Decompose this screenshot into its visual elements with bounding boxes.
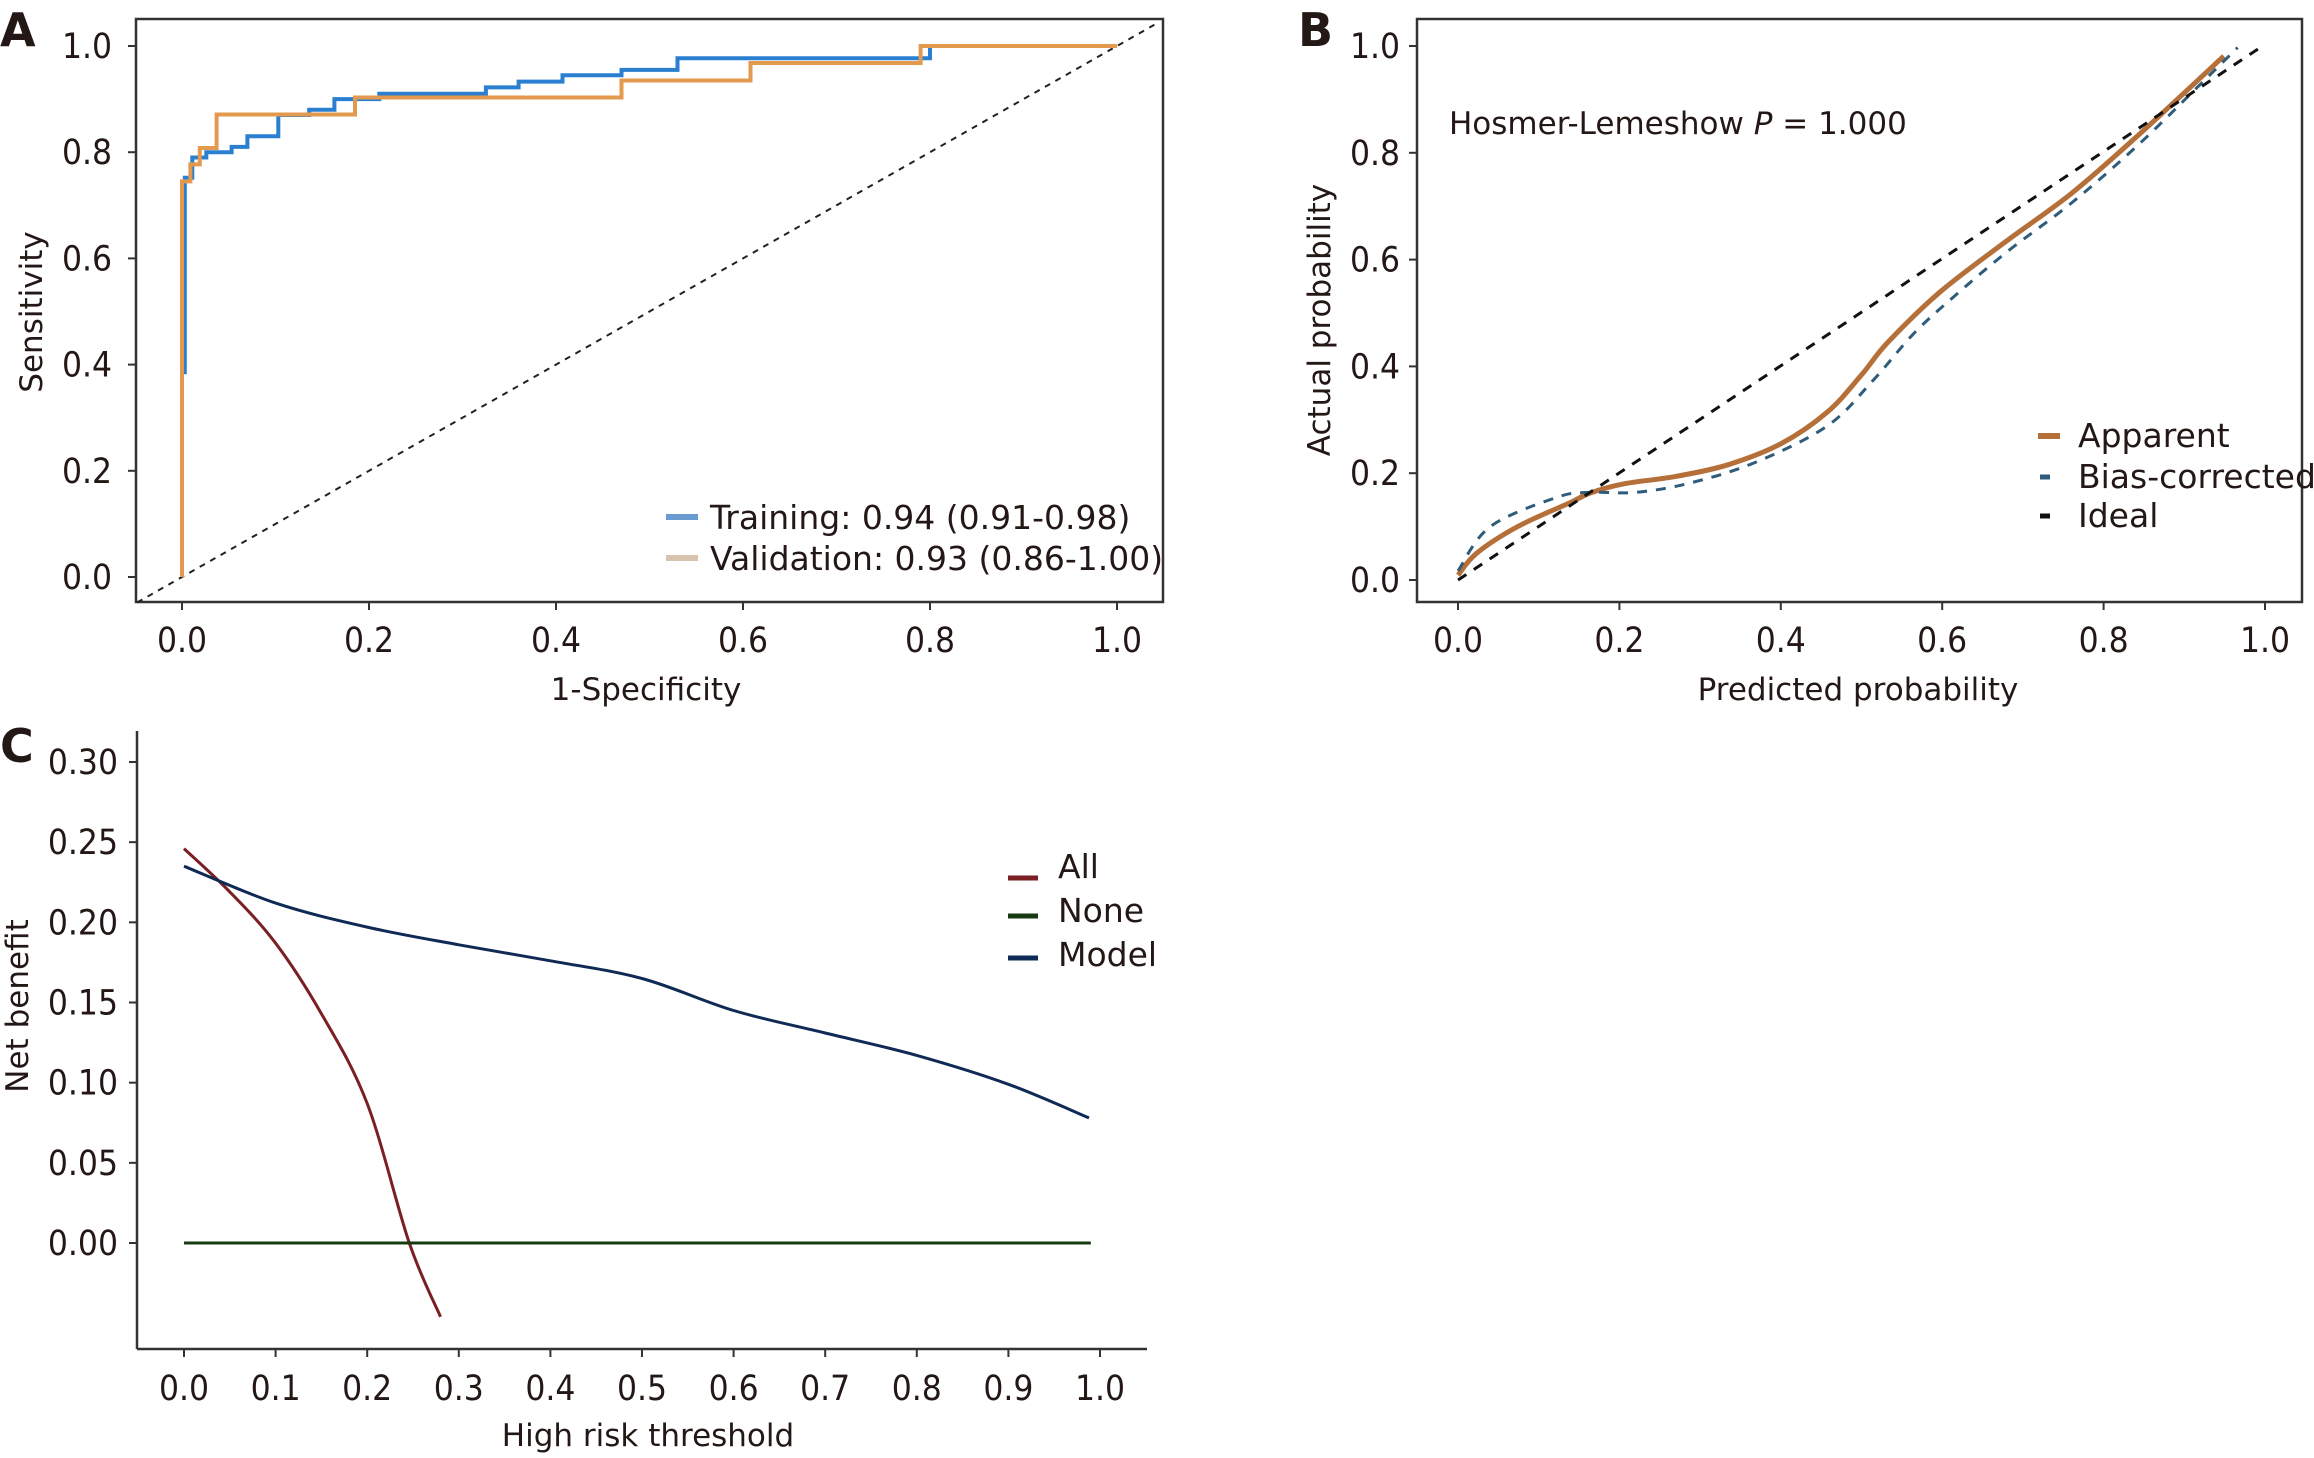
y-tick-label: 0.6 — [1350, 241, 1400, 281]
chance-line — [136, 23, 1155, 604]
y-tick-label: 0.4 — [62, 346, 112, 386]
annotation-suffix: = 1.000 — [1772, 106, 1906, 142]
y-tick-label: 0.8 — [1350, 134, 1400, 174]
axis-ticks-c: 0.0 0.1 0.2 0.3 0.4 0.5 0.6 0.7 0.8 0.9 1.0 0.00 0.0… — [48, 743, 1125, 1409]
series-line-model — [183, 864, 1090, 1120]
panel-a-roc: A 0.0 0.2 0.4 0.6 0.8 1.0 0.0 0.2 0.4 0.6 0.8 1.0 1… — [0, 3, 1165, 708]
y-tick-label: 0.2 — [1350, 454, 1400, 494]
y-tick-label: 0.05 — [48, 1144, 118, 1184]
y-tick-label: 0.25 — [48, 823, 118, 863]
legend-label-none: None — [1058, 891, 1144, 930]
y-axis-title-a: Sensitivity — [14, 231, 50, 392]
x-tick-label: 1.0 — [2240, 621, 2290, 661]
series-group-c — [182, 847, 1091, 1318]
x-tick-label: 0.5 — [617, 1369, 667, 1409]
x-tick-label: 0.4 — [525, 1369, 575, 1409]
x-tick-label: 0.9 — [983, 1369, 1033, 1409]
panel-letter-c: C — [0, 719, 34, 773]
hosmer-lemeshow-annotation: Hosmer-Lemeshow P = 1.000 — [1449, 106, 1907, 142]
x-tick-label: 0.0 — [159, 1369, 209, 1409]
legend-label-validation: Validation: 0.93 (0.86-1.00) — [710, 539, 1163, 578]
y-tick-label: 0.00 — [48, 1224, 118, 1264]
axis-ticks-a: 0.0 0.2 0.4 0.6 0.8 1.0 0.0 0.2 0.4 0.6 0.8 1.0 — [62, 27, 1142, 661]
x-tick-label: 0.6 — [709, 1369, 759, 1409]
x-tick-label: 0.4 — [531, 621, 581, 661]
x-tick-label: 0.6 — [718, 621, 768, 661]
y-tick-label: 1.0 — [62, 27, 112, 67]
series-group-b — [1456, 46, 2262, 582]
x-tick-label: 0.2 — [344, 621, 394, 661]
x-tick-label: 0.8 — [905, 621, 955, 661]
y-tick-label: 0.2 — [62, 452, 112, 492]
annotation-p: P — [1754, 106, 1773, 142]
y-tick-label: 0.6 — [62, 239, 112, 279]
y-tick-label: 0.4 — [1350, 347, 1400, 387]
series-line-validation — [180, 44, 1117, 577]
series-line-bias-corrected — [1456, 46, 2239, 572]
y-tick-label: 0.20 — [48, 903, 118, 943]
y-tick-label: 0.15 — [48, 984, 118, 1024]
series-line-training — [182, 44, 1117, 375]
axis-ticks-b: 0.0 0.2 0.4 0.6 0.8 1.0 0.0 0.2 0.4 0.6 0.8 1.0 — [1350, 27, 2290, 661]
x-tick-label: 0.0 — [1433, 621, 1483, 661]
y-tick-label: 0.10 — [48, 1064, 118, 1104]
y-axis-title-c: Net benefit — [0, 919, 36, 1092]
panel-b-calibration: B 0.0 0.2 0.4 0.6 0.8 1.0 0.0 0.2 0.4 0.6 0.8 1.0 H… — [1298, 3, 2314, 708]
legend-label-bias-corrected: Bias-corrected — [2078, 457, 2314, 496]
x-tick-label: 0.4 — [1756, 621, 1806, 661]
legend-label-all: All — [1058, 847, 1099, 886]
y-tick-label: 0.8 — [62, 133, 112, 173]
series-group-a — [136, 23, 1155, 604]
y-tick-label: 0.0 — [62, 558, 112, 598]
y-tick-label: 0.0 — [1350, 561, 1400, 601]
x-tick-label: 0.1 — [251, 1369, 301, 1409]
x-tick-label: 0.3 — [434, 1369, 484, 1409]
x-tick-label: 0.0 — [157, 621, 207, 661]
x-tick-label: 0.2 — [342, 1369, 392, 1409]
legend-label-ideal: Ideal — [2078, 496, 2158, 535]
x-tick-label: 1.0 — [1075, 1369, 1125, 1409]
x-tick-label: 0.8 — [892, 1369, 942, 1409]
legend-b: Apparent Bias-corrected Ideal — [2038, 416, 2314, 535]
series-line-apparent — [1456, 54, 2226, 577]
y-tick-label: 0.30 — [48, 743, 118, 783]
x-tick-label: 0.2 — [1594, 621, 1644, 661]
series-line-all — [182, 847, 442, 1318]
y-tick-label: 1.0 — [1350, 27, 1400, 67]
x-axis-title-c: High risk threshold — [502, 1418, 794, 1454]
x-axis-title-a: 1-Specificity — [551, 672, 742, 708]
legend-a: Training: 0.94 (0.91-0.98) Validation: 0… — [666, 498, 1163, 578]
x-tick-label: 0.8 — [2079, 621, 2129, 661]
panel-letter-b: B — [1298, 3, 1333, 57]
x-tick-label: 0.6 — [1917, 621, 1967, 661]
x-tick-label: 0.7 — [800, 1369, 850, 1409]
legend-label-training: Training: 0.94 (0.91-0.98) — [709, 498, 1130, 537]
y-axis-title-b: Actual probability — [1302, 184, 1338, 456]
x-tick-label: 1.0 — [1092, 621, 1142, 661]
legend-c: All None Model — [1008, 847, 1157, 974]
series-line-ideal — [1457, 46, 2262, 582]
legend-label-apparent: Apparent — [2078, 416, 2230, 455]
x-axis-title-b: Predicted probability — [1698, 672, 2019, 708]
legend-label-model: Model — [1058, 935, 1157, 974]
annotation-prefix: Hosmer-Lemeshow — [1449, 106, 1754, 142]
panel-c-decision-curve: C 0.0 0.1 0.2 0.3 0.4 0.5 0.6 0.7 0.8 0.9 1.00.000… — [0, 719, 1157, 1454]
panel-letter-a: A — [0, 3, 36, 57]
